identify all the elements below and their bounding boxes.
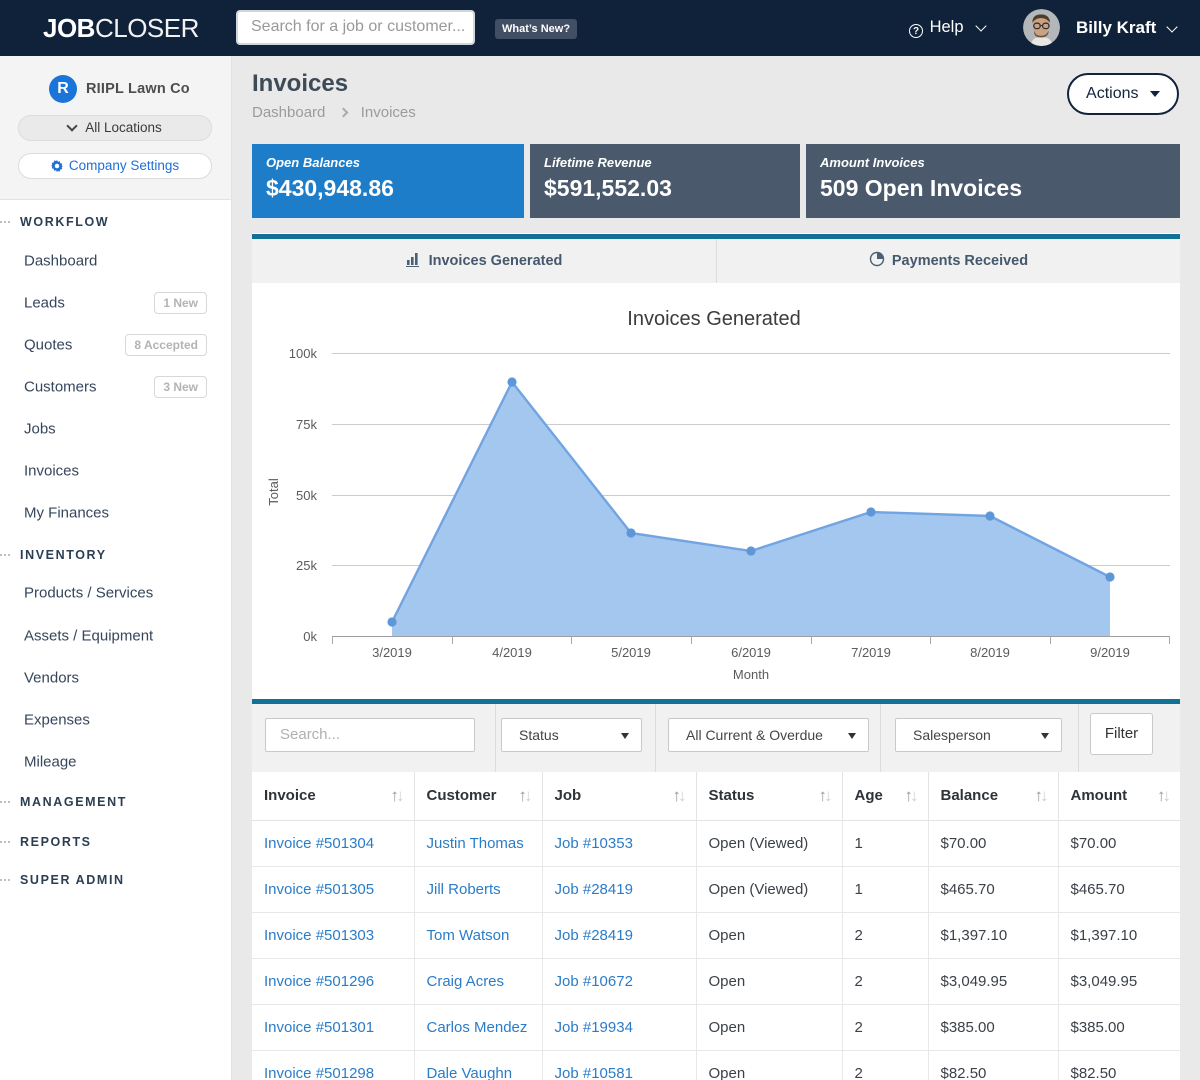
svg-text:50k: 50k [296,488,317,503]
svg-text:0k: 0k [303,629,317,644]
svg-text:100k: 100k [289,346,318,361]
svg-text:Invoices Generated: Invoices Generated [627,308,800,330]
svg-text:4/2019: 4/2019 [492,645,532,660]
svg-text:Month: Month [733,667,769,682]
svg-text:6/2019: 6/2019 [731,645,771,660]
svg-text:9/2019: 9/2019 [1090,645,1130,660]
svg-text:7/2019: 7/2019 [851,645,891,660]
svg-text:25k: 25k [296,558,317,573]
svg-text:5/2019: 5/2019 [611,645,651,660]
svg-text:8/2019: 8/2019 [970,645,1010,660]
svg-text:75k: 75k [296,417,317,432]
svg-text:Total: Total [266,478,281,506]
svg-text:3/2019: 3/2019 [372,645,412,660]
